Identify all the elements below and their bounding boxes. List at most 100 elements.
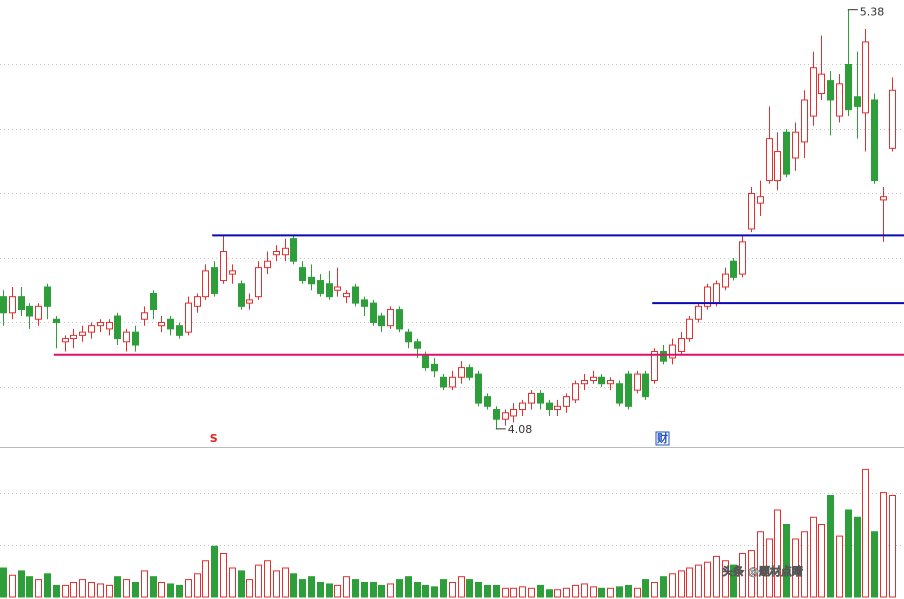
volume-bar [317, 582, 324, 598]
volume-bar [475, 582, 482, 598]
candle-body [475, 373, 482, 404]
candle-body [9, 296, 16, 314]
candle-body [563, 396, 570, 407]
candle-body [792, 131, 799, 159]
candle-body [352, 286, 359, 304]
candle-body [889, 89, 896, 149]
candle-body [528, 392, 535, 404]
candle-body [854, 96, 861, 107]
volume-bar [255, 564, 262, 598]
candle-body [634, 373, 641, 391]
candle-body [405, 331, 412, 343]
candle-body [431, 363, 438, 372]
volume-bar [510, 587, 517, 598]
candle-body [62, 338, 69, 343]
candle-body [748, 192, 755, 230]
volume-bar [387, 583, 394, 598]
volume-bar [528, 587, 535, 598]
candle-body [211, 267, 218, 294]
candle-body [845, 63, 852, 111]
candle-body [370, 302, 377, 323]
candle-body [739, 241, 746, 275]
volume-bar [35, 579, 42, 598]
candle-body [176, 325, 183, 336]
candle-body [466, 367, 473, 378]
volume-bar [167, 583, 174, 598]
candle-body [774, 151, 781, 182]
candle-body [44, 286, 51, 307]
volume-bar [836, 535, 843, 598]
candle-body [862, 41, 869, 114]
volume-bar [581, 583, 588, 598]
candle-body [686, 318, 693, 340]
volume-bar [326, 583, 333, 598]
watermark: 头条 @题材点睛 [722, 564, 803, 578]
volume-bar [114, 576, 121, 598]
volume-bar [431, 586, 438, 598]
volume-bar [484, 584, 491, 598]
candle-body [299, 267, 306, 282]
candle-body [484, 396, 491, 407]
candle-body [572, 383, 579, 401]
candle-body [880, 196, 887, 201]
candle-body [836, 83, 843, 117]
candle-body [334, 286, 341, 291]
candle-body [810, 67, 817, 117]
volume-bar [722, 560, 729, 598]
candle-body [598, 376, 605, 385]
candle-body [458, 367, 465, 378]
volume-bar [202, 560, 209, 598]
volume-bar [414, 582, 421, 598]
volume-bar [290, 573, 297, 598]
candle-body [326, 283, 333, 298]
candle-body [783, 131, 790, 175]
volume-bar [818, 524, 825, 598]
volume-bar [396, 579, 403, 598]
volume-bar [299, 579, 306, 598]
candle-body [158, 321, 165, 327]
volume-bar [678, 570, 685, 598]
volume-bar [440, 579, 447, 598]
volume-bar [70, 582, 77, 598]
volume-bar [563, 587, 570, 598]
candle-body [651, 350, 658, 382]
candle-body [167, 318, 174, 330]
candle-body [282, 247, 289, 256]
candle-body [194, 296, 201, 307]
volume-bar [739, 553, 746, 598]
volume-bar [757, 531, 764, 598]
volume-bar [783, 524, 790, 598]
volume-bar [801, 531, 808, 598]
volume-bar [158, 582, 165, 598]
candle-body [713, 283, 720, 304]
volume-bar [211, 545, 218, 598]
volume-bar [264, 560, 271, 598]
volume-bar [634, 587, 641, 598]
candle-body [616, 383, 623, 404]
candle-body [246, 299, 253, 304]
candle-body [123, 331, 130, 343]
candle-body [704, 286, 711, 307]
volume-bar [827, 495, 834, 598]
volume-bar [537, 584, 544, 598]
candle-body [53, 318, 60, 323]
candle-body [255, 267, 262, 298]
volume-bar [53, 584, 60, 598]
volume-bar [642, 579, 649, 598]
volume-bar [774, 509, 781, 598]
volume-bar [229, 567, 236, 598]
candle-body [229, 270, 236, 275]
volume-bar [220, 553, 227, 598]
candle-body [730, 260, 737, 278]
candle-body [273, 251, 280, 256]
volume-bar [889, 495, 896, 598]
candle-body [766, 138, 773, 182]
volume-bar [185, 579, 192, 598]
volume-bar [810, 516, 817, 598]
candle-body [502, 412, 509, 420]
extreme-label: 4.08 [508, 423, 533, 436]
candle-body [801, 99, 808, 143]
volume-bar [713, 555, 720, 598]
volume-bar [466, 579, 473, 598]
volume-bar [141, 570, 148, 598]
